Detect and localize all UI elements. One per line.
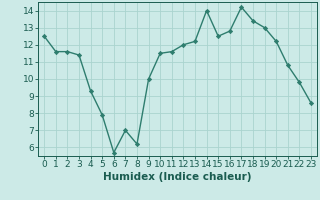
X-axis label: Humidex (Indice chaleur): Humidex (Indice chaleur) [103,172,252,182]
